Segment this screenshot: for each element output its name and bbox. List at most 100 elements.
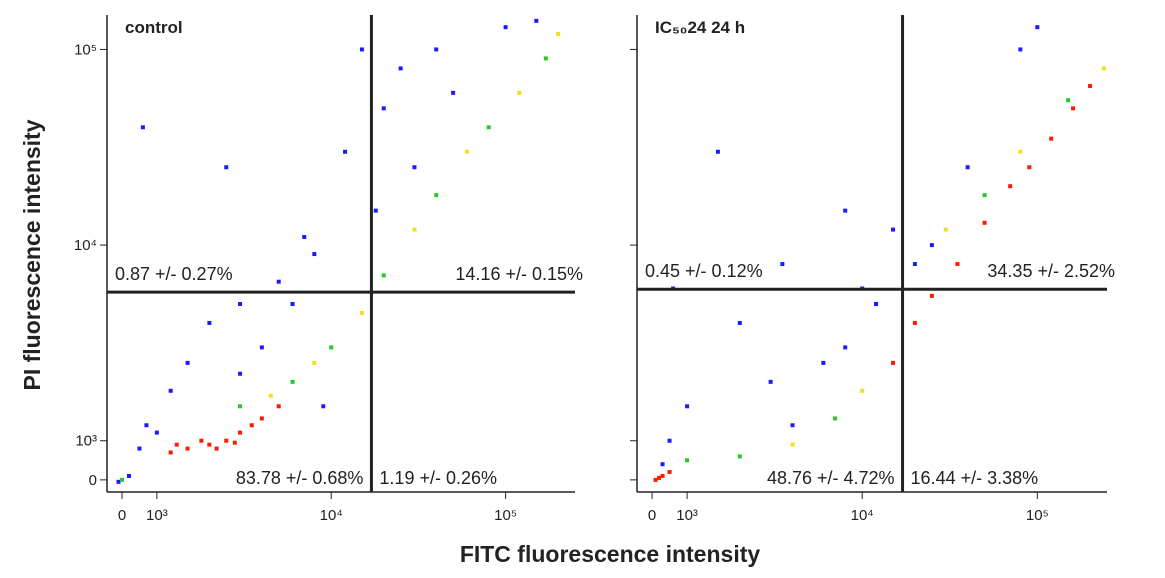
point — [660, 462, 665, 467]
point — [116, 479, 121, 484]
point — [821, 360, 826, 365]
point — [381, 273, 386, 278]
point — [737, 320, 742, 325]
x-tick-label: 10³ — [676, 507, 698, 524]
point — [214, 446, 219, 451]
point — [373, 208, 378, 213]
point — [860, 388, 865, 393]
point — [667, 438, 672, 443]
point — [434, 193, 439, 198]
point — [1027, 165, 1032, 170]
point — [965, 165, 970, 170]
point — [290, 379, 295, 384]
point — [268, 393, 273, 398]
point — [412, 165, 417, 170]
point — [290, 301, 295, 306]
point — [912, 320, 917, 325]
point — [185, 446, 190, 451]
point — [359, 310, 364, 315]
point — [119, 477, 124, 482]
panel-title: control — [125, 18, 183, 37]
x-axis-label: FITC fluorescence intensity — [460, 541, 761, 567]
point — [464, 149, 469, 154]
x-tick-label: 0 — [648, 507, 656, 524]
point — [224, 438, 229, 443]
quadrant-label: 0.87 +/- 0.27% — [115, 264, 233, 284]
point — [929, 243, 934, 248]
y-tick-label: 10³ — [75, 433, 97, 450]
point — [685, 404, 690, 409]
y-tick-label: 0 — [89, 472, 97, 489]
point — [168, 450, 173, 455]
point — [929, 293, 934, 298]
point — [249, 423, 254, 428]
point — [137, 446, 142, 451]
point — [238, 430, 243, 435]
point — [398, 66, 403, 71]
point — [833, 416, 838, 421]
quadrant-label: 34.35 +/- 2.52% — [987, 261, 1115, 281]
x-tick-label: 0 — [118, 507, 126, 524]
point — [126, 473, 131, 478]
x-tick-label: 10³ — [146, 507, 168, 524]
point — [790, 442, 795, 447]
point — [891, 360, 896, 365]
point — [517, 90, 522, 95]
point — [434, 47, 439, 52]
point — [359, 47, 364, 52]
point — [503, 25, 508, 30]
point — [259, 345, 264, 350]
point — [232, 440, 237, 445]
x-tick-label: 10⁵ — [1026, 507, 1049, 524]
quadrant-label: 83.78 +/- 0.68% — [236, 468, 364, 488]
point — [224, 165, 229, 170]
point — [1018, 149, 1023, 154]
point — [556, 31, 561, 36]
point — [168, 388, 173, 393]
quadrant-label: 1.19 +/- 0.26% — [379, 468, 497, 488]
point — [891, 227, 896, 232]
quadrant-label: 48.76 +/- 4.72% — [767, 468, 895, 488]
x-tick-label: 10⁴ — [851, 507, 874, 524]
point — [343, 149, 348, 154]
point — [543, 56, 548, 61]
point — [486, 125, 491, 130]
y-tick-label: 10⁴ — [74, 237, 97, 254]
point — [874, 301, 879, 306]
point — [660, 473, 665, 478]
point — [238, 301, 243, 306]
point — [140, 125, 145, 130]
point — [207, 320, 212, 325]
point — [1008, 184, 1013, 189]
point — [276, 404, 281, 409]
point — [1101, 66, 1106, 71]
point — [381, 106, 386, 111]
point — [238, 404, 243, 409]
point — [312, 252, 317, 257]
point — [982, 220, 987, 225]
x-tick-label: 10⁵ — [494, 507, 517, 524]
point — [199, 438, 204, 443]
point — [321, 404, 326, 409]
quadrant-label: 16.44 +/- 3.38% — [911, 468, 1039, 488]
quadrant-label: 0.45 +/- 0.12% — [645, 261, 763, 281]
point — [1066, 98, 1071, 103]
point — [1049, 136, 1054, 141]
point — [302, 234, 307, 239]
point — [451, 90, 456, 95]
point — [1071, 106, 1076, 111]
point — [912, 262, 917, 267]
point — [943, 227, 948, 232]
point — [768, 379, 773, 384]
point — [1035, 25, 1040, 30]
point — [843, 208, 848, 213]
point — [653, 477, 658, 482]
point — [657, 475, 662, 480]
point — [144, 423, 149, 428]
point — [982, 193, 987, 198]
point — [685, 458, 690, 463]
point — [312, 360, 317, 365]
point — [715, 149, 720, 154]
point — [276, 279, 281, 284]
